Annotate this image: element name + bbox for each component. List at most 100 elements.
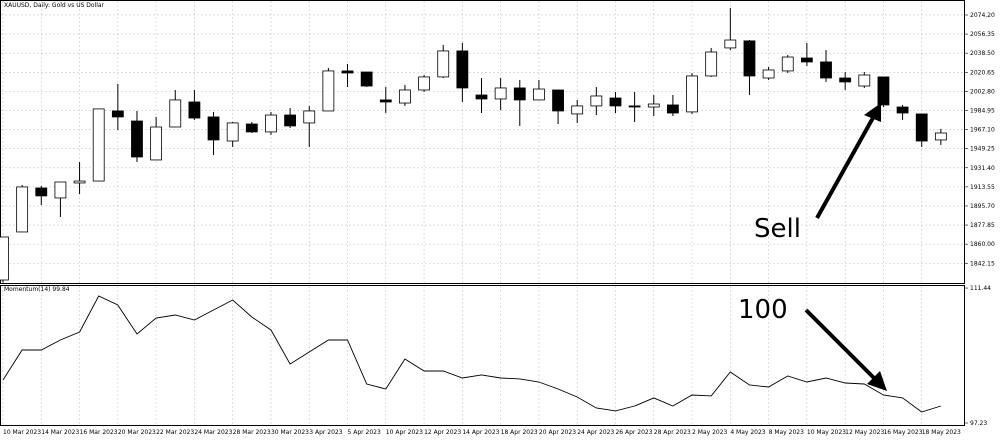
candle-body: [92, 108, 105, 182]
candle-body: [781, 56, 794, 72]
x-tick-label: 12 May 2023: [845, 429, 884, 436]
candle-body: [820, 61, 832, 79]
momentum-arrowhead: [867, 371, 887, 391]
candle-body: [667, 104, 679, 114]
price-title: XAUUSD, Daily: Gold vs US Dollar: [4, 2, 105, 9]
candle-body: [934, 132, 947, 141]
y-tick-label: 1842.15: [970, 260, 995, 267]
candle-body: [360, 71, 373, 87]
candle-body: [609, 97, 622, 107]
x-tick-label: 28 Mar 2023: [233, 429, 271, 436]
candle-body: [226, 122, 239, 142]
marks: [0, 8, 947, 413]
candle-body: [437, 50, 450, 78]
candle-body: [743, 40, 756, 77]
candle-body: [762, 69, 775, 79]
candle-body: [265, 114, 277, 133]
x-tick-label: 10 May 2023: [807, 429, 846, 436]
y-tick-label: 2002.80: [970, 88, 995, 95]
candle-body: [571, 105, 584, 115]
sell-arrowhead: [864, 103, 881, 122]
momentum-title: Momentum(14) 99.84: [4, 286, 70, 293]
x-tick-label: 3 Apr 2023: [309, 429, 342, 436]
candle-body: [35, 187, 48, 197]
candle-body: [341, 70, 354, 74]
y-tick-label: 2038.50: [970, 50, 995, 57]
x-tick-label: 14 Apr 2023: [462, 429, 499, 436]
candle-body: [169, 99, 182, 128]
candle-body: [628, 105, 641, 108]
candle-body: [647, 103, 660, 108]
x-tick-label: 16 May 2023: [883, 429, 922, 436]
x-tick-label: 12 Apr 2023: [424, 429, 461, 436]
x-tick-label: 18 May 2023: [922, 429, 961, 436]
price-pane: [0, 0, 965, 284]
y-tick-label: 1967.10: [970, 127, 995, 134]
y-tick-label: 1984.95: [970, 107, 995, 114]
candle-body: [705, 51, 718, 77]
candle-body: [456, 50, 469, 89]
momentum-line: [2, 295, 942, 413]
candle-body: [207, 116, 220, 141]
candle-body: [303, 110, 316, 124]
x-tick-label: 5 Apr 2023: [348, 429, 381, 436]
candle-body: [131, 120, 143, 158]
x-tick-label: 8 May 2023: [769, 429, 804, 436]
candle-body: [858, 74, 871, 87]
candle-body: [475, 94, 488, 100]
candle-body: [513, 87, 526, 101]
x-tick-label: 26 Apr 2023: [615, 429, 652, 436]
candle-body: [150, 126, 163, 161]
y-tick-label: 2074.20: [970, 12, 995, 19]
x-tick-label: 24 Apr 2023: [577, 429, 614, 436]
momentum-annotation: 100: [738, 295, 788, 325]
x-tick-label: 10 Apr 2023: [386, 429, 423, 436]
x-tick-label: 10 Mar 2023: [3, 429, 41, 436]
candle-body: [73, 180, 86, 184]
y-tick-label: 1877.85: [970, 222, 995, 229]
momentum-pane: [0, 285, 965, 426]
y-tick-label: 111.44: [970, 285, 991, 292]
y-tick-label: 97.23: [970, 420, 987, 427]
candle-body: [322, 70, 335, 112]
candle-body: [800, 57, 813, 63]
candle-body: [494, 87, 507, 100]
candle-body: [724, 39, 737, 49]
x-tick-label: 20 Mar 2023: [118, 429, 156, 436]
candle-body: [245, 123, 258, 133]
candle-body: [590, 95, 603, 107]
candle-body: [686, 75, 698, 113]
y-tick-label: 1895.70: [970, 203, 995, 210]
x-tick-label: 14 Mar 2023: [41, 429, 79, 436]
x-tick-label: 18 Apr 2023: [501, 429, 538, 436]
sell-annotation: Sell: [754, 214, 801, 244]
y-tick-label: 1913.55: [970, 184, 995, 191]
x-tick-label: 2 May 2023: [692, 429, 727, 436]
momentum-arrow: [804, 308, 878, 382]
candle-body: [111, 110, 124, 118]
x-tick-label: 20 Apr 2023: [539, 429, 576, 436]
y-tick-label: 1949.25: [970, 146, 995, 153]
x-tick-label: 22 Mar 2023: [156, 429, 194, 436]
x-tick-label: 28 Apr 2023: [654, 429, 691, 436]
candle-body: [0, 236, 9, 281]
candle-body: [379, 99, 392, 103]
candle-body: [188, 101, 201, 119]
candle-body: [896, 106, 909, 114]
candle-body: [16, 186, 29, 233]
y-tick-label: 2020.65: [970, 69, 995, 76]
candle-body: [915, 113, 928, 142]
y-tick-label: 2056.35: [970, 31, 995, 38]
candle-body: [552, 89, 564, 112]
sell-arrow: [815, 115, 876, 219]
y-tick-label: 1860.00: [970, 241, 995, 248]
candle-body: [877, 76, 890, 106]
y-tick-label: 1931.40: [970, 165, 995, 172]
candle-body: [284, 114, 297, 127]
candle-body: [533, 88, 545, 101]
x-tick-label: 30 Mar 2023: [271, 429, 309, 436]
candle-body: [399, 89, 411, 104]
x-tick-label: 16 Mar 2023: [80, 429, 118, 436]
candle-body: [418, 76, 430, 91]
